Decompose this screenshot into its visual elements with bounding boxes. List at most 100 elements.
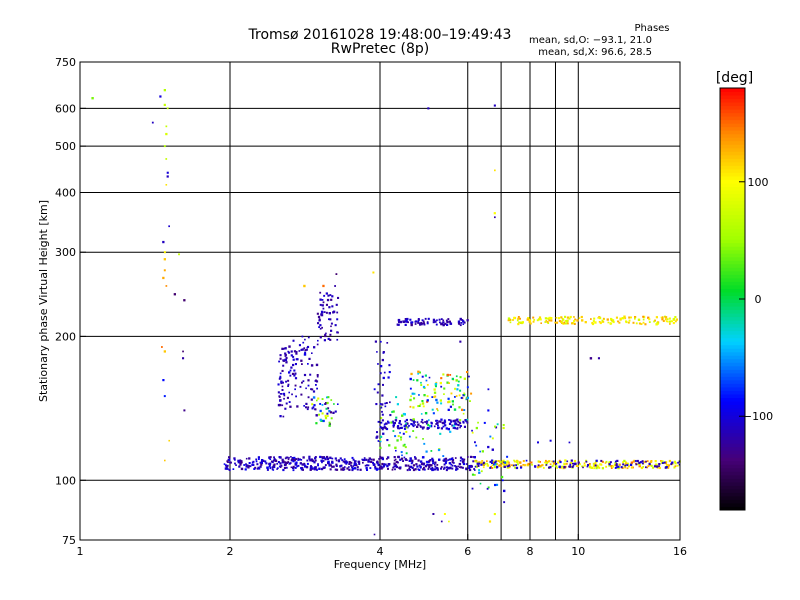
echo-point [521, 322, 524, 324]
echo-point [580, 315, 583, 319]
points-layer [91, 89, 681, 536]
colorbar-segment [720, 200, 745, 205]
colorbar-segment [720, 284, 745, 289]
echo-point [291, 372, 295, 375]
echo-point [320, 459, 323, 462]
colorbar-segment [720, 478, 745, 483]
echo-point [383, 464, 385, 466]
echo-point [641, 460, 644, 463]
colorbar-segment [720, 474, 745, 479]
echo-point [392, 426, 395, 428]
echo-point [419, 425, 422, 427]
echo-point [300, 359, 303, 362]
echo-point [500, 475, 504, 479]
echo-point [379, 465, 382, 468]
echo-point [303, 405, 305, 407]
echo-point [370, 458, 373, 461]
echo-point [283, 392, 286, 395]
echo-point [628, 319, 631, 322]
echo-point [166, 107, 169, 110]
echo-point [665, 466, 668, 469]
echo-point [388, 444, 391, 447]
echo-point [660, 316, 663, 319]
echo-point [373, 533, 376, 536]
echo-point [426, 463, 429, 466]
echo-point [486, 462, 489, 465]
echo-point [273, 466, 276, 469]
echo-point [494, 169, 496, 172]
echo-point [248, 462, 251, 465]
echo-point [443, 420, 447, 423]
y-tick-label: 400 [55, 186, 76, 199]
echo-point [542, 467, 545, 469]
echo-point [428, 460, 431, 463]
echo-point [457, 465, 460, 468]
echo-point [326, 457, 330, 460]
echo-point [433, 425, 436, 428]
echo-point [351, 456, 354, 459]
echo-point [546, 317, 549, 320]
echo-point [466, 396, 469, 399]
echo-point [562, 322, 565, 325]
colorbar-segment [720, 337, 745, 342]
echo-point [381, 413, 384, 416]
echo-point [292, 465, 295, 468]
echo-point [380, 406, 383, 409]
echo-point [372, 271, 375, 274]
echo-point [402, 412, 405, 415]
colorbar-segment [720, 151, 745, 156]
echo-point [424, 412, 428, 415]
echo-point [380, 417, 383, 419]
echo-point [279, 354, 282, 357]
echo-point [428, 376, 431, 379]
echo-point [281, 458, 284, 461]
echo-point [329, 318, 332, 321]
echo-point [435, 323, 438, 326]
echo-point [429, 424, 433, 428]
echo-point [503, 501, 506, 504]
echo-point [432, 462, 435, 465]
echo-point [443, 463, 446, 466]
echo-point [290, 456, 292, 458]
echo-point [549, 463, 552, 466]
echo-point [343, 466, 346, 468]
colorbar-segment [720, 422, 745, 427]
echo-point [642, 318, 645, 321]
colorbar-segment [720, 161, 745, 166]
echo-point [358, 460, 361, 463]
echo-point [282, 359, 285, 362]
echo-point [373, 463, 376, 466]
echo-point [480, 463, 483, 466]
echo-point [519, 461, 522, 464]
echo-point [318, 318, 321, 320]
phases-stats-o: mean, sd,O: −93.1, 21.0 [529, 35, 652, 46]
echo-point [411, 419, 414, 422]
echo-point [165, 285, 168, 287]
echo-point [411, 461, 414, 464]
echo-point [440, 402, 443, 405]
echo-point [276, 462, 279, 465]
echo-point [301, 463, 304, 466]
echo-point [313, 461, 316, 464]
echo-point [260, 460, 263, 463]
echo-point [523, 464, 526, 467]
echo-point [460, 396, 463, 399]
echo-point [501, 479, 504, 482]
colorbar-segment [720, 256, 745, 261]
echo-point [343, 458, 346, 461]
echo-point [379, 440, 382, 443]
echo-point [363, 457, 366, 459]
echo-point [656, 466, 659, 469]
colorbar-segment [720, 316, 745, 321]
echo-point [577, 465, 579, 467]
colorbar-segment [720, 179, 745, 184]
echo-point [648, 462, 651, 466]
colorbar-segment [720, 112, 745, 117]
echo-point [405, 452, 408, 455]
colorbar-segment [720, 207, 745, 212]
echo-point [266, 468, 269, 471]
echo-point [571, 465, 574, 468]
echo-point [543, 461, 546, 464]
colorbar-segment [720, 91, 745, 96]
echo-point [428, 419, 430, 421]
